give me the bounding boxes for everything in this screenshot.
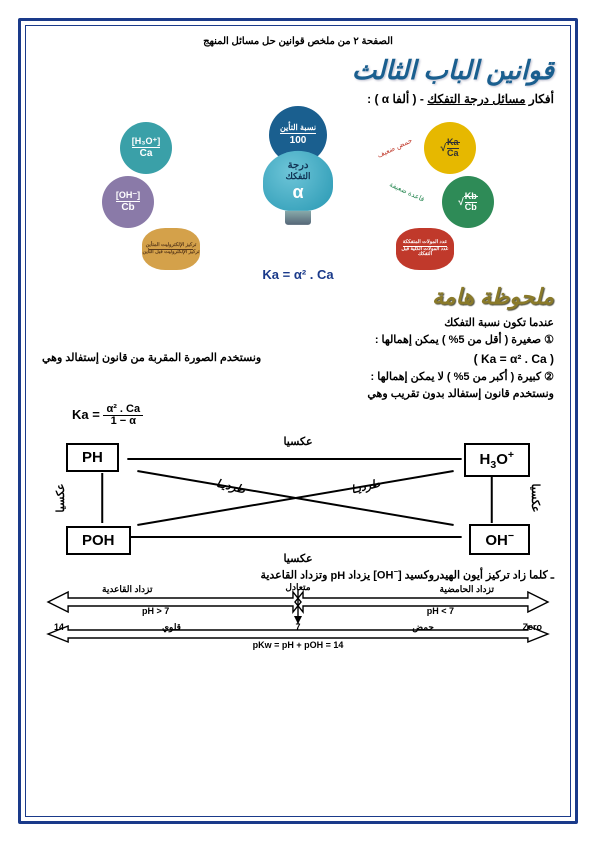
formula2-den: 1 − α [103, 416, 143, 427]
ideas-label: أفكار مسائل درجة التفكك - ( ألفا α ) : [42, 92, 554, 106]
conclusion-line: ـ كلما زاد تركيز أيون الهيدروكسيد [OH−] … [42, 567, 554, 582]
ideas-underline: مسائل درجة التفكك [427, 92, 525, 106]
note-l3: ونستخدم الصورة المقربة من قانون إستفالد … [42, 351, 261, 366]
note-l5: ونستخدم قانون إستفالد بدون تقريب وهي [42, 387, 554, 402]
ka-equation: Ka = α² . Ca [262, 267, 333, 282]
page-header: الصفحة ٢ من ملخص قوانين حل مسائل المنهج [42, 36, 554, 47]
bubble-bl-t2: تركيز الإلكتروليت قبل التأين [143, 250, 200, 256]
bubble-top-left: [H₃O⁺]Ca [120, 122, 172, 174]
bubble-right: √KbCb [442, 176, 494, 228]
zero-label: Zero [522, 622, 542, 632]
page-content: الصفحة ٢ من ملخص قوانين حل مسائل المنهج … [30, 30, 566, 812]
base-region: تزداد القاعدية [102, 584, 152, 595]
pkw-eq: pKw = pH + pOH = 14 [253, 640, 344, 650]
neutral-label: متعادل [285, 582, 310, 593]
important-note-title: ملحوظة هامة [42, 284, 554, 310]
bubble-top-right: √KaCa [424, 122, 476, 174]
bubble-br-t2: عدد المولات الكلية قبل التفكك [396, 247, 454, 258]
acid-region: تزداد الحامضية [440, 584, 494, 595]
alpha-bulb-diagram: نسبة التأين 100 √KaCa √KbCb عدد المولات … [42, 110, 554, 280]
ideas-suffix: - ( ألفا α ) : [367, 92, 427, 106]
box-oh: OH− [469, 524, 530, 555]
bulb-icon: درجة التفكك α [263, 151, 333, 211]
formula2: Ka = α² . Ca 1 − α [42, 404, 554, 427]
ph-scale-diagram: تزداد الحامضية تزداد القاعدية متعادل pH … [42, 584, 554, 656]
label-top-inverse: عكسيا [283, 435, 312, 448]
note-weak-base: قاعدة ضعيفة [388, 180, 426, 203]
bubble-bottom-left: تركيز الإلكتروليت المتأين تركيز الإلكترو… [142, 228, 200, 270]
formula2-lhs: Ka = [72, 407, 100, 422]
formula1: ( Ka = α² . Ca ) [474, 351, 554, 368]
bubble-bottom-right: عدد المولات المتفككة عدد المولات الكلية … [396, 228, 454, 270]
relation-diagram: PH H3O+ POH OH− عكسيا عكسيا عكسيا عكسيا … [42, 433, 554, 563]
seven-label: 7 [295, 622, 300, 632]
bulb-base-icon [285, 211, 311, 225]
label-bottom-inverse: عكسيا [283, 552, 312, 565]
chapter-title: قوانين الباب الثالث [42, 55, 554, 86]
base-label: قلوي [162, 622, 181, 633]
note-l1: عندما تكون نسبة التفكك [42, 316, 554, 331]
label-left-inverse: عكسيا [54, 484, 67, 513]
ph-lt: pH < 7 [427, 606, 454, 616]
bubble-top-l1: نسبة التأين [280, 124, 316, 133]
note-l2: ① صغيرة ( أقل من 5% ) يمكن إهمالها : [42, 333, 554, 348]
bulb-l2: التفكك [285, 170, 310, 181]
bulb-l1: درجة [288, 159, 309, 170]
note-l4: ② كبيرة ( أكبر من 5% ) لا يمكن إهمالها : [42, 370, 554, 385]
bubble-top-l2: 100 [290, 135, 307, 146]
fourteen-label: 14 [54, 622, 64, 632]
box-ph: PH [66, 443, 119, 472]
box-h3o: H3O+ [464, 443, 531, 477]
acid-label: حمض [412, 622, 434, 633]
bulb-alpha: α [292, 181, 303, 202]
label-right-inverse: عكسيا [529, 484, 542, 513]
note-weak-acid: حمض ضعيف [376, 136, 413, 159]
note-l3-row: ونستخدم الصورة المقربة من قانون إستفالد … [42, 351, 554, 368]
ideas-prefix: أفكار [526, 92, 554, 106]
bulb-center: درجة التفكك α [263, 151, 333, 227]
ph-gt: pH > 7 [142, 606, 169, 616]
bubble-left: [OH⁻]Cb [102, 176, 154, 228]
box-poh: POH [66, 526, 131, 555]
formula2-frac: α² . Ca 1 − α [103, 404, 143, 427]
